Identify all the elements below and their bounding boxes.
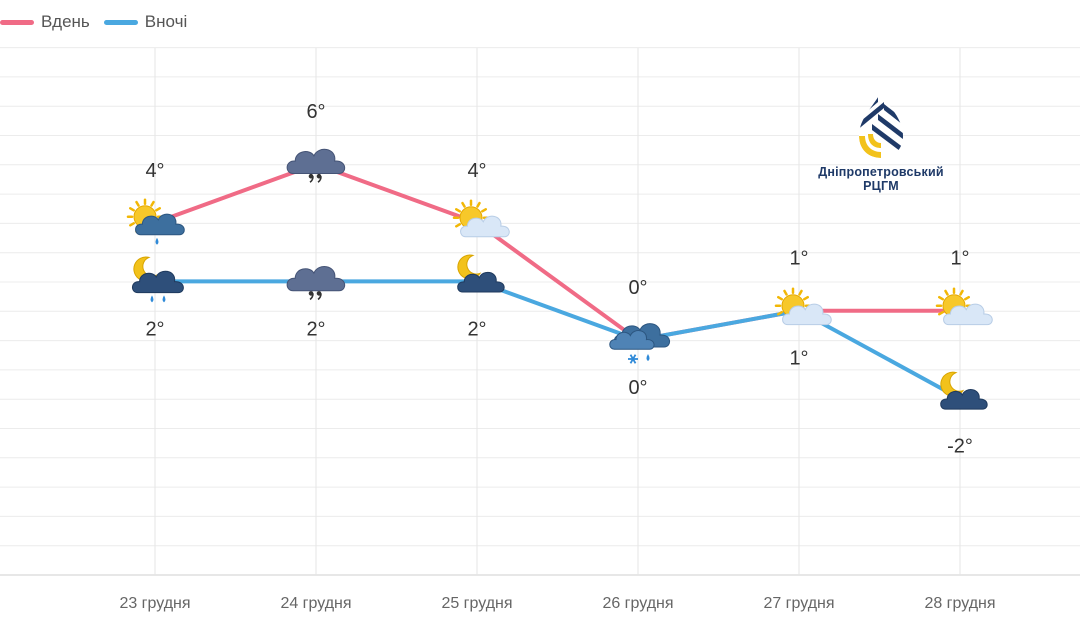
moon-cloud-icon <box>940 371 988 410</box>
cloud-drizzle-icon <box>286 148 346 183</box>
sun-cloud-icon <box>452 199 510 238</box>
legend: Вдень Вночі <box>0 10 201 34</box>
x-tick-label: 27 грудня <box>763 595 834 612</box>
sun-cloud-icon <box>935 287 993 326</box>
logo-drop-icon <box>859 92 903 158</box>
day-temp-label: 0° <box>628 277 647 299</box>
day-temp-label: 6° <box>306 101 325 123</box>
sun-cloud-icon <box>774 287 832 326</box>
day-temp-label: 4° <box>145 160 164 182</box>
night-temp-label: 2° <box>467 318 486 340</box>
x-tick-label: 24 грудня <box>280 595 351 612</box>
day-temp-label: 1° <box>950 248 969 270</box>
night-temp-label: 0° <box>628 377 647 399</box>
legend-swatch-day <box>0 19 34 25</box>
night-temp-label: 2° <box>145 318 164 340</box>
night-series-line <box>155 279 961 401</box>
day-temp-label: 4° <box>467 160 486 182</box>
legend-item-night[interactable]: Вночі <box>103 12 188 32</box>
x-tick-label: 23 грудня <box>119 595 190 612</box>
cloud-drizzle-icon <box>286 266 346 301</box>
night-temp-label: -2° <box>947 436 973 458</box>
day-temp-label: 1° <box>789 248 808 270</box>
day-series-line <box>154 162 960 342</box>
legend-swatch-night <box>103 19 138 25</box>
logo-text-line1: Дніпропетровський <box>818 165 944 179</box>
x-tick-label: 26 грудня <box>602 595 673 612</box>
x-tick-label: 25 грудня <box>441 595 512 612</box>
temperature-labels: 4° 6° 4° 0° 1° 1° 2° 2° 2° 0° 1° -2° <box>145 101 972 457</box>
night-temp-label: 1° <box>789 348 808 370</box>
x-tick-label: 28 грудня <box>924 595 995 612</box>
x-axis-labels: 23 грудня 24 грудня 25 грудня 26 грудня 27 г… <box>119 595 995 612</box>
series-lines <box>154 162 961 401</box>
legend-label-day: Вдень <box>41 12 90 31</box>
legend-item-day[interactable]: Вдень <box>0 12 90 32</box>
moon-cloud-rain-icon <box>131 256 184 303</box>
logo-text-line2: РЦГМ <box>863 179 899 193</box>
legend-label-night: Вночі <box>144 12 188 31</box>
sun-cloud-rain-icon <box>126 198 185 245</box>
cloud-snow-rain-icon <box>609 323 670 364</box>
logo: Дніпропетровський РЦГМ <box>806 90 956 193</box>
weather-icons <box>126 148 993 410</box>
night-temp-label: 2° <box>306 318 325 340</box>
moon-cloud-icon <box>457 254 505 293</box>
